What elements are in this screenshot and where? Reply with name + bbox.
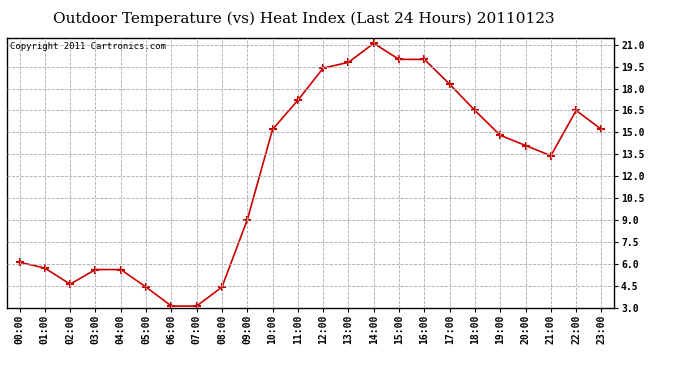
Text: Outdoor Temperature (vs) Heat Index (Last 24 Hours) 20110123: Outdoor Temperature (vs) Heat Index (Las…	[53, 11, 554, 26]
Text: Copyright 2011 Cartronics.com: Copyright 2011 Cartronics.com	[10, 42, 166, 51]
